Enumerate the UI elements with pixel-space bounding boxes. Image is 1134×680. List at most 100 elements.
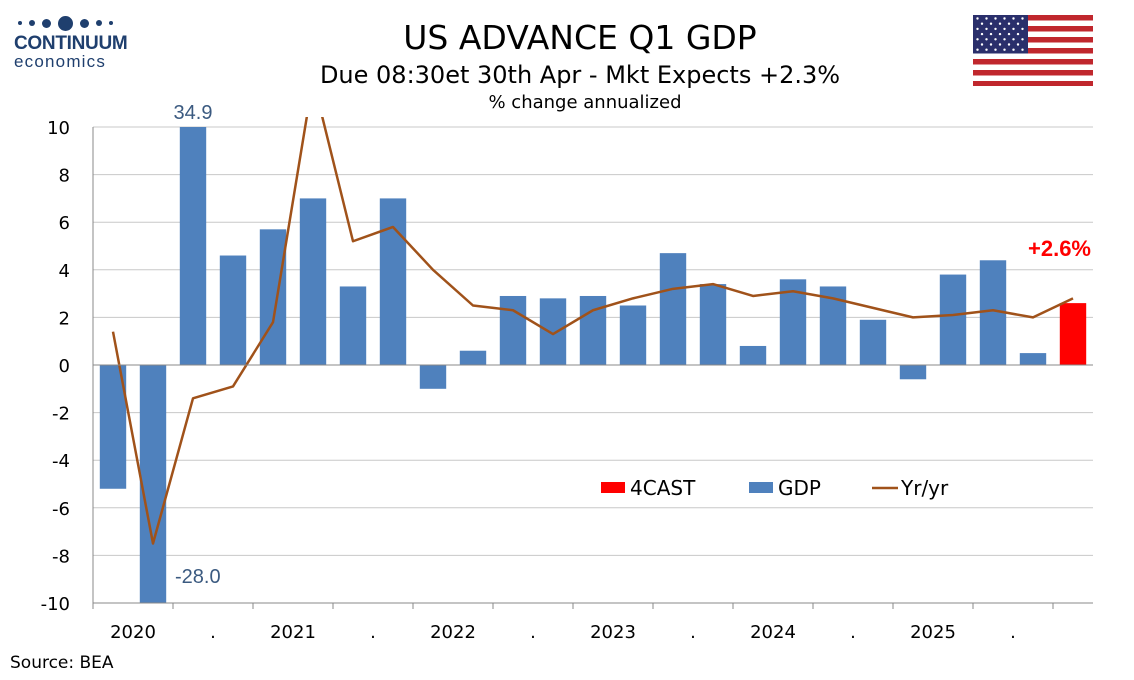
- y-tick-label: -10: [41, 594, 70, 615]
- gdp-bar: [459, 350, 487, 365]
- y-tick-label: -4: [52, 451, 70, 472]
- flag-star: [989, 32, 993, 36]
- yoy-line-layer: [111, 117, 1074, 545]
- flag-star: [994, 17, 997, 20]
- flag-star: [994, 27, 997, 31]
- y-tick-label: 0: [59, 356, 70, 377]
- gdp-bar: [619, 305, 647, 365]
- y-tick-label: -8: [52, 546, 70, 567]
- flag-star: [976, 27, 979, 31]
- flag-star: [998, 22, 1002, 25]
- flag-star: [1016, 22, 1020, 25]
- legend-label: 4CAST: [630, 476, 696, 500]
- y-tick-label: -6: [52, 499, 70, 520]
- gdp-bar: [699, 284, 727, 365]
- flag-star: [1021, 17, 1024, 20]
- gdp-bar: [339, 286, 367, 365]
- gdp-bar: [419, 365, 447, 389]
- flag-star: [980, 32, 984, 36]
- y-tick-label: 4: [59, 261, 70, 282]
- x-tick-label: 2022: [430, 622, 476, 643]
- chart-subtitle: Due 08:30et 30th Apr - Mkt Expects +2.3%: [319, 61, 841, 89]
- gdp-bar: [299, 198, 327, 365]
- x-tick-label: .: [530, 622, 536, 643]
- logo-dots-icon: [18, 12, 134, 34]
- x-tick-label: 2020: [110, 622, 156, 643]
- flag-star: [976, 17, 979, 20]
- forecast-value-label: +2.6%: [1028, 236, 1091, 261]
- flag-star: [1016, 43, 1020, 46]
- gdp-low-value-label: -28.0: [175, 566, 221, 588]
- brand-name: CONTINUUM: [14, 33, 128, 54]
- x-tick-label: .: [690, 622, 696, 643]
- flag-star: [976, 38, 979, 41]
- flag-star: [985, 27, 988, 31]
- x-tick-label: .: [1010, 622, 1016, 643]
- labels: 10 8 6 4 2 0 -2 -4 -6 -8 -10 2020. 2021. 2022. 2023. 20…: [41, 102, 1091, 643]
- flag-star: [994, 48, 997, 51]
- yoy-line: [111, 117, 1074, 545]
- flag-star: [1012, 48, 1015, 51]
- flag-star: [1003, 38, 1006, 41]
- x-tick-label: 2025: [910, 622, 956, 643]
- flag-star: [985, 38, 988, 41]
- gdp-bar: [179, 127, 207, 365]
- x-tick-label: 2024: [750, 622, 796, 643]
- gdp-bar: [539, 298, 567, 365]
- flag-star: [1003, 17, 1006, 20]
- axes: [92, 127, 1093, 609]
- flag-star: [1003, 27, 1006, 31]
- flag-star: [1007, 43, 1011, 46]
- chart-unit-label: % change annualized: [488, 92, 682, 113]
- legend-swatch: [749, 482, 773, 493]
- flag-star: [1007, 22, 1011, 25]
- flag-star: [980, 22, 984, 25]
- flag-star: [976, 48, 979, 51]
- legend: 4CAST GDP Yr/yr: [601, 476, 949, 500]
- x-tick-label: 2023: [590, 622, 636, 643]
- x-tick-label: .: [370, 622, 376, 643]
- gdp-bar: [259, 229, 287, 365]
- legend-label: Yr/yr: [900, 476, 949, 500]
- y-tick-label: 10: [47, 118, 70, 139]
- flag-star: [1007, 32, 1011, 36]
- gdp-bar: [939, 274, 967, 365]
- gdp-bar: [659, 253, 687, 365]
- legend-label: GDP: [778, 476, 821, 500]
- us-flag-icon: [973, 15, 1093, 86]
- flag-star: [998, 32, 1002, 36]
- x-tick-label: 2021: [270, 622, 316, 643]
- chart-title: US ADVANCE Q1 GDP: [403, 18, 757, 57]
- flag-star: [985, 17, 988, 20]
- forecast-bar: [1059, 303, 1087, 365]
- flag-star: [998, 43, 1002, 46]
- gdp-bar: [379, 198, 407, 365]
- gdp-high-value-label: 34.9: [174, 102, 213, 124]
- brand-logo: CONTINUUM economics: [14, 12, 134, 70]
- y-tick-label: 8: [59, 166, 70, 187]
- x-tick-label: .: [210, 622, 216, 643]
- gdp-bar: [99, 365, 127, 489]
- flag-star: [989, 22, 993, 25]
- flag-star: [1021, 27, 1024, 31]
- y-tick-label: 6: [59, 213, 70, 234]
- brand-sub: economics: [14, 52, 107, 71]
- flag-star: [1021, 38, 1024, 41]
- flag-star: [1012, 38, 1015, 41]
- flag-star: [989, 43, 993, 46]
- gdp-bar: [899, 365, 927, 380]
- flag-star: [1021, 48, 1024, 51]
- gdp-bar: [1019, 353, 1047, 365]
- gdp-bar: [139, 365, 167, 603]
- legend-swatch: [601, 482, 625, 493]
- y-tick-label: -2: [52, 404, 70, 425]
- gdp-bar: [219, 255, 247, 365]
- flag-star: [980, 43, 984, 46]
- gdp-bar: [739, 345, 767, 365]
- y-tick-label: 2: [59, 308, 70, 329]
- flag-star: [1016, 32, 1020, 36]
- source-note: Source: BEA: [10, 653, 114, 673]
- flag-star: [1003, 48, 1006, 51]
- gdp-bar: [859, 319, 887, 365]
